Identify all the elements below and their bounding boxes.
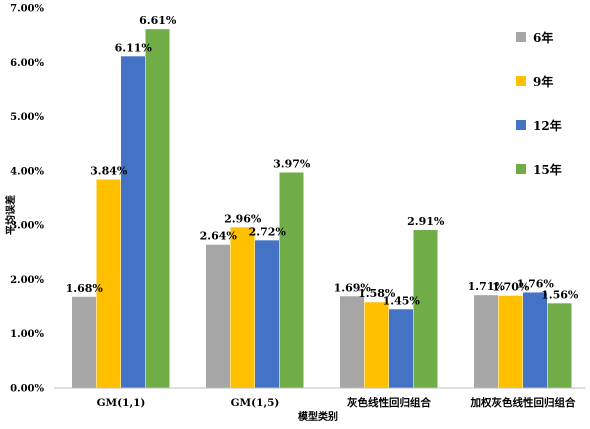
y-tick-label: 3.00% — [10, 221, 44, 232]
data-label: 1.69% — [334, 281, 372, 294]
y-tick-label: 1.00% — [10, 329, 44, 340]
legend-swatch — [516, 32, 526, 42]
bar — [413, 230, 438, 388]
bar — [72, 296, 96, 388]
data-label: 3.97% — [273, 157, 311, 170]
data-label: 2.64% — [200, 230, 238, 243]
legend-swatch — [516, 120, 526, 130]
data-label: 1.76% — [517, 277, 555, 290]
x-category-label: GM(1,5) — [231, 397, 280, 409]
x-category-label: 加权灰色线性回归组合 — [470, 396, 576, 409]
bar — [364, 302, 389, 388]
bar — [498, 295, 523, 388]
bar — [279, 172, 304, 388]
bar — [145, 29, 170, 389]
bars — [72, 29, 572, 389]
data-label: 1.68% — [66, 282, 104, 295]
x-category-label: 灰色线性回归组合 — [347, 396, 431, 409]
legend: 6年 9年 12年 15年 — [516, 30, 562, 177]
y-tick-label: 7.00% — [10, 4, 44, 15]
legend-swatch — [516, 164, 526, 174]
bar — [523, 292, 547, 388]
bar — [389, 309, 413, 388]
x-axis-categories: GM(1,1) GM(1,5) 灰色线性回归组合 加权灰色线性回归组合 — [97, 396, 576, 409]
x-category-label: GM(1,1) — [97, 397, 146, 409]
legend-swatch — [516, 76, 526, 86]
legend-label: 9年 — [533, 74, 553, 89]
data-label: 1.71% — [468, 280, 506, 293]
bar — [547, 303, 572, 388]
bar — [121, 56, 145, 389]
y-tick-label: 0.00% — [10, 384, 44, 395]
y-tick-label: 2.00% — [10, 275, 44, 286]
data-labels: 1.68% 3.84% 6.11% 6.61% 2.64% 2.96%2.72% 3.97%… — [66, 14, 579, 307]
bar — [230, 227, 255, 388]
bar — [255, 240, 279, 388]
legend-label: 6年 — [533, 30, 553, 45]
data-label: 2.96% — [224, 212, 262, 225]
data-label: 1.70% — [492, 281, 530, 294]
legend-label: 15年 — [533, 162, 562, 177]
data-label: 3.84% — [90, 165, 128, 178]
y-axis-ticks: 0.00% 1.00% 2.00% 3.00% 4.00% 5.00% 6.00% 7.00% — [10, 4, 44, 395]
bar — [474, 295, 498, 388]
data-label: 6.61% — [139, 14, 177, 27]
legend-label: 12年 — [533, 118, 562, 133]
y-axis-title: 平均误差 — [4, 195, 17, 235]
data-label: 6.11% — [115, 41, 153, 54]
x-axis-title: 模型类别 — [298, 410, 338, 423]
y-tick-label: 6.00% — [10, 58, 44, 69]
bar — [96, 179, 121, 388]
data-label: 2.72% — [249, 225, 287, 238]
bar — [340, 296, 364, 388]
data-label: 2.91% — [407, 215, 445, 228]
bar — [206, 244, 230, 388]
y-tick-label: 5.00% — [10, 112, 44, 123]
data-label: 1.45% — [383, 294, 421, 307]
y-tick-label: 4.00% — [10, 166, 44, 177]
data-label: 1.58% — [358, 287, 396, 300]
data-label: 1.56% — [541, 288, 579, 301]
